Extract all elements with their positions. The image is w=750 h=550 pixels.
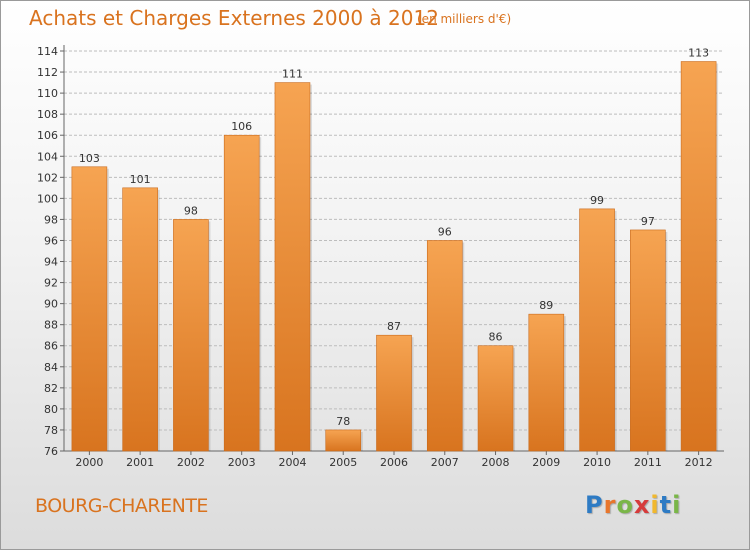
y-tick-label: 92 <box>44 277 58 290</box>
data-label: 99 <box>590 194 604 207</box>
y-tick-label: 78 <box>44 424 58 437</box>
y-tick-label: 112 <box>37 66 58 79</box>
x-tick-label: 2010 <box>583 456 611 469</box>
y-tick-label: 94 <box>44 256 58 269</box>
data-label: 87 <box>387 320 401 333</box>
x-tick-label: 2012 <box>685 456 713 469</box>
y-tick-label: 90 <box>44 298 58 311</box>
bars <box>71 61 719 452</box>
data-label: 111 <box>282 68 303 81</box>
data-label: 97 <box>641 215 655 228</box>
y-tick-label: 98 <box>44 213 58 226</box>
bar-2004 <box>274 82 311 452</box>
y-tick-label: 86 <box>44 340 58 353</box>
bar-2000 <box>71 166 108 452</box>
data-label: 96 <box>438 225 452 238</box>
data-label: 103 <box>79 152 100 165</box>
data-label: 113 <box>688 47 709 60</box>
y-tick-label: 80 <box>44 403 58 416</box>
logo-letter: i <box>650 491 660 519</box>
y-tick-label: 102 <box>37 171 58 184</box>
y-tick-label: 114 <box>37 45 58 58</box>
labels: 103 101 98 106 111 78 87 96 86 89 99 97 113 <box>79 47 709 428</box>
bar-2010 <box>579 208 615 452</box>
y-tick-label: 108 <box>37 108 58 121</box>
logo-letter: x <box>633 491 651 519</box>
data-label: 98 <box>184 204 198 217</box>
y-tick-label: 106 <box>37 129 58 142</box>
proxiti-logo: Proxiti <box>585 491 681 519</box>
y-tick-label: 76 <box>44 445 58 458</box>
x-tick-label: 2008 <box>482 456 510 469</box>
logo-letter: t <box>659 491 673 519</box>
data-label: 106 <box>231 120 252 133</box>
data-label: 89 <box>539 299 553 312</box>
y-tick-label: 104 <box>37 150 58 163</box>
x-tick-label: 2011 <box>634 456 662 469</box>
y-tick-label: 110 <box>37 87 58 100</box>
location-label: BOURG-CHARENTE <box>35 495 208 517</box>
chart-subtitle: (en milliers d'€) <box>417 12 512 26</box>
y-tick-label: 88 <box>44 319 58 332</box>
x-tick-label: 2001 <box>126 456 154 469</box>
bar-2009 <box>528 313 565 452</box>
bar-2007 <box>426 240 463 452</box>
x-tick-label: 2006 <box>380 456 408 469</box>
x-tick-label: 2009 <box>532 456 560 469</box>
logo-letter: o <box>616 491 634 519</box>
bar-2002 <box>173 219 209 452</box>
x-tick-label: 2007 <box>431 456 459 469</box>
data-label: 78 <box>336 415 350 428</box>
y-tick-label: 100 <box>37 192 58 205</box>
y-tick-label: 84 <box>44 361 58 374</box>
bar-2012 <box>680 61 717 452</box>
bar-2011 <box>630 229 666 452</box>
logo-letter: r <box>603 491 617 519</box>
x-tick-label: 2002 <box>177 456 205 469</box>
bar-2005 <box>325 429 362 452</box>
logo-letter: P <box>585 491 604 519</box>
x-tick-label: 2004 <box>278 456 306 469</box>
y-tick-label: 82 <box>44 382 58 395</box>
data-label: 101 <box>130 173 151 186</box>
logo-letter: i <box>672 491 682 519</box>
bar-2003 <box>223 134 260 452</box>
x-tick-label: 2005 <box>329 456 357 469</box>
x-tick-label: 2000 <box>75 456 103 469</box>
bar-2006 <box>376 334 412 452</box>
chart-title: Achats et Charges Externes 2000 à 2012 <box>29 6 439 30</box>
y-tick-label: 96 <box>44 234 58 247</box>
bar-2008 <box>477 345 514 452</box>
bar-2001 <box>122 187 158 452</box>
x-tick-label: 2003 <box>228 456 256 469</box>
data-label: 86 <box>489 331 503 344</box>
